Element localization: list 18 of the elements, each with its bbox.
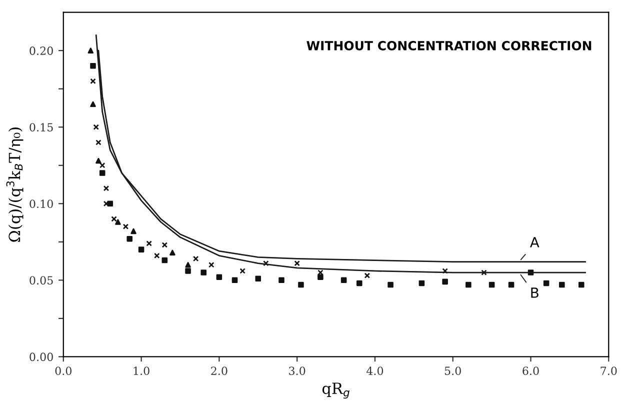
x-tick-label: 4.0 [366,366,384,376]
x-tick-label: 5.0 [444,366,461,376]
x-tick-label: 2.0 [211,366,228,376]
annotation: A [530,237,540,248]
y-tick-label: 0.10 [30,200,53,208]
x-tick-label: 0.0 [55,366,72,376]
annotation: B [531,288,538,298]
x-tick-label: 1.0 [134,366,150,376]
x-tick-label: 6.0 [522,366,539,376]
y-tick-label: 0.15 [30,123,53,132]
y-axis-title: Ω(q)/(q$^{3}$k$_{B}$T/η₀) [6,128,24,242]
y-tick-label: 0.05 [30,276,53,285]
x-axis-title: qR$_{g}$ [322,382,350,399]
y-tick-label: 0.20 [30,46,53,55]
y-tick-label: 0.00 [30,352,53,362]
x-tick-label: 7.0 [600,366,617,376]
annotation: WITHOUT CONCENTRATION CORRECTION [306,40,592,50]
x-tick-label: 3.0 [289,366,306,376]
